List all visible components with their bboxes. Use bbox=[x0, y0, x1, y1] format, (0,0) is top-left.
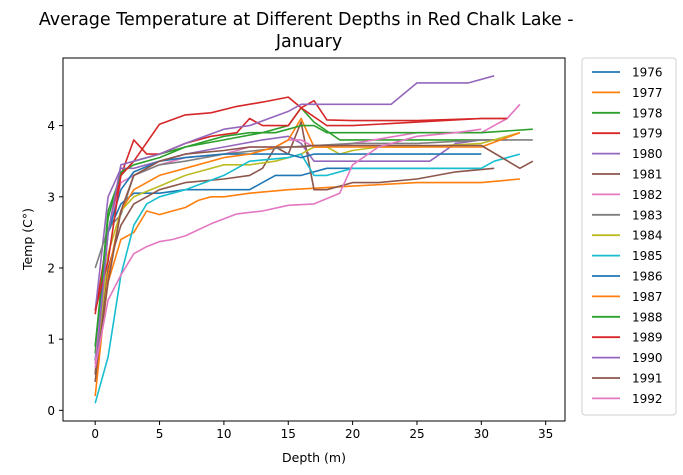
series-line-1977 bbox=[94, 178, 520, 383]
x-axis-label: Depth (m) bbox=[282, 450, 346, 465]
y-tick-label: 2 bbox=[47, 261, 55, 275]
y-axis-label: Temp (C°) bbox=[20, 208, 35, 271]
series-line-1978 bbox=[94, 107, 495, 354]
chart-title-line-1: Average Temperature at Different Depths … bbox=[39, 10, 574, 30]
y-tick-label: 1 bbox=[47, 333, 55, 347]
y-tick-label: 0 bbox=[47, 404, 55, 418]
legend-label-1979: 1979 bbox=[632, 127, 663, 141]
legend-label-1983: 1983 bbox=[632, 208, 663, 222]
x-tick-label: 35 bbox=[538, 427, 553, 441]
y-tick-label: 4 bbox=[47, 119, 55, 133]
series-line-1988 bbox=[94, 124, 533, 347]
chart-title-line-2: January bbox=[275, 32, 342, 52]
x-tick-label: 5 bbox=[156, 427, 164, 441]
legend-label-1987: 1987 bbox=[632, 290, 663, 304]
series-line-1986 bbox=[94, 153, 482, 347]
legend-label-1986: 1986 bbox=[632, 270, 663, 284]
legend-label-1990: 1990 bbox=[632, 351, 663, 365]
axes-frame bbox=[62, 57, 566, 422]
x-tick-label: 25 bbox=[409, 427, 424, 441]
series-line-1985 bbox=[94, 153, 521, 404]
y-axis-ticks: 0 1 2 3 4 bbox=[47, 119, 63, 418]
series-line-1990 bbox=[94, 75, 495, 375]
x-tick-label: 0 bbox=[91, 427, 99, 441]
legend-label-1982: 1982 bbox=[632, 188, 663, 202]
legend-label-1980: 1980 bbox=[632, 147, 663, 161]
legend-label-1985: 1985 bbox=[632, 249, 663, 263]
plot-lines bbox=[94, 75, 534, 404]
x-tick-label: 30 bbox=[474, 427, 489, 441]
series-line-1992 bbox=[94, 128, 482, 368]
legend-frame bbox=[581, 57, 677, 416]
legend-label-1984: 1984 bbox=[632, 229, 663, 243]
series-line-1981 bbox=[94, 121, 495, 382]
series-line-1976 bbox=[94, 167, 482, 361]
series-line-1989 bbox=[94, 96, 508, 311]
series-line-1979 bbox=[94, 107, 508, 315]
legend-label-1992: 1992 bbox=[632, 392, 663, 406]
legend-label-1978: 1978 bbox=[632, 106, 663, 120]
x-axis-ticks: 0 5 10 15 20 25 30 35 bbox=[91, 421, 553, 441]
x-tick-label: 10 bbox=[216, 427, 231, 441]
series-line-1991 bbox=[94, 144, 534, 375]
legend: 1976 1977 1978 1979 1980 1981 1982 1983 1984 1985… bbox=[581, 57, 677, 416]
legend-label-1988: 1988 bbox=[632, 310, 663, 324]
chart-title: Average Temperature at Different Depths … bbox=[39, 10, 579, 52]
legend-label-1989: 1989 bbox=[632, 331, 663, 345]
legend-label-1976: 1976 bbox=[632, 66, 663, 80]
legend-label-1981: 1981 bbox=[632, 168, 663, 182]
y-tick-label: 3 bbox=[47, 190, 55, 204]
x-tick-label: 15 bbox=[281, 427, 296, 441]
legend-label-1977: 1977 bbox=[632, 86, 663, 100]
legend-label-1991: 1991 bbox=[632, 372, 663, 386]
x-tick-label: 20 bbox=[345, 427, 360, 441]
